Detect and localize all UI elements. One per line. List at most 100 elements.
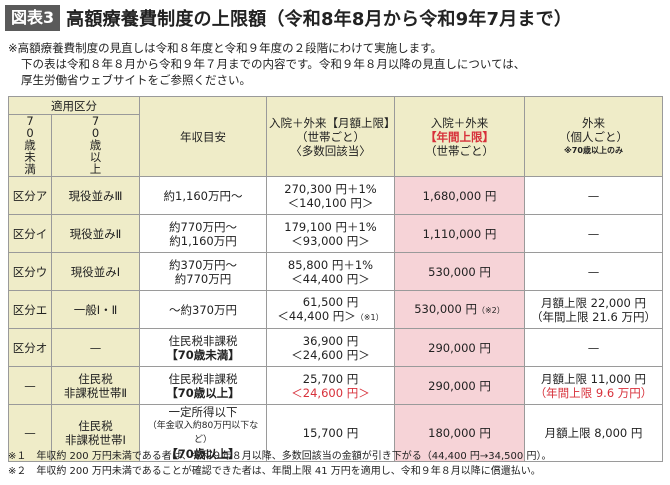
header-monthly-line2: （世帯ごと） [296, 129, 365, 144]
income-line2: （年金収入約80万円以下など） [147, 421, 259, 445]
figure-label: 図表3 [5, 5, 61, 31]
cell-outpatient: 月額上限 22,000 円 （年間上限 21.6 万円） [524, 290, 663, 329]
header-outpatient: 外来 （個人ごと） ※70歳以上のみ [524, 96, 663, 177]
intro-notes: ※高額療養費制度の見直しは令和８年度と令和９年度の２段階にわけて実施します。 下… [8, 40, 658, 88]
table-row: 区分イ 現役並みⅡ 約770万円〜 約1,160万円 179,100 円＋1% … [8, 214, 663, 253]
cell-monthly: 179,100 円＋1% ＜93,000 円＞ [266, 214, 395, 253]
cell-annual: 180,000 円 [394, 404, 525, 462]
cell-o70: 住民税 非課税世帯Ⅱ [51, 366, 140, 405]
o70-line1: 住民税 [78, 371, 113, 386]
cell-monthly: 270,300 円＋1% ＜140,100 円＞ [266, 176, 395, 215]
cell-annual: 1,110,000 円 [394, 214, 525, 253]
cell-income: 約770万円〜 約1,160万円 [139, 214, 267, 253]
cell-income: 住民税非課税 【70歳以上】 [139, 366, 267, 405]
outpatient-line2: （年間上限 9.6 万円） [534, 385, 653, 400]
monthly-line1: 25,700 円 [302, 371, 359, 386]
cell-outpatient: — [524, 214, 663, 253]
monthly-line1: 36,900 円 [302, 333, 359, 348]
note-line-3: 厚生労働省ウェブサイトをご参照ください。 [21, 73, 251, 87]
cell-o70: 現役並みⅢ [51, 176, 140, 215]
cell-u70: 区分ア [8, 176, 52, 215]
monthly-line2: ＜93,000 円＞ [291, 233, 370, 248]
cell-monthly: 85,800 円＋1% ＜44,400 円＞ [266, 252, 395, 291]
income-line1: 一定所得以下 [168, 405, 238, 419]
income-line2: 約1,160万円 [169, 233, 237, 248]
income-line2: 【70歳未満】 [166, 347, 240, 362]
header-annual-line1: 入院＋外来【年間上限】 [425, 115, 494, 144]
o70-line2: 非課税世帯Ⅱ [63, 385, 128, 400]
monthly-line1: 85,800 円＋1% [287, 257, 374, 272]
header-outpatient-line1: 外来 [582, 115, 605, 130]
note-line-1: ※高額療養費制度の見直しは令和８年度と令和９年度の２段階にわけて実施します。 [8, 41, 442, 55]
monthly-line1: 61,500 円 [302, 294, 359, 309]
cell-monthly: 25,700 円 ＜24,600 円＞ [266, 366, 395, 405]
monthly-line1: 179,100 円＋1% [284, 219, 377, 234]
header-outpatient-line2: （個人ごと） [559, 129, 628, 144]
cell-annual: 530,000 円 [394, 252, 525, 291]
monthly-line2: ＜24,600 円＞ [291, 347, 370, 362]
cell-annual: 290,000 円 [394, 328, 525, 367]
header-monthly-limit: 入院＋外来【月額上限】 （世帯ごと） 〈多数回該当〉 [266, 96, 396, 177]
cell-outpatient: 月額上限 8,000 円 [524, 404, 663, 462]
cell-monthly: 36,900 円 ＜24,600 円＞ [266, 328, 395, 367]
table-row: — 住民税 非課税世帯Ⅰ 一定所得以下 （年金収入約80万円以下など） 【70歳… [8, 404, 663, 462]
cell-outpatient: — [524, 252, 663, 291]
income-line1: 約770万円〜 [169, 219, 237, 234]
cell-o70: — [51, 328, 140, 367]
income-line2: 【70歳以上】 [166, 385, 240, 400]
footnote-2: ※２ 年収約 200 万円未満であることが確認できた者は、年間上限 41 万円を… [8, 466, 541, 477]
cell-u70: — [8, 404, 52, 462]
table-row: 区分ウ 現役並みⅠ 約370万円〜 約770万円 85,800 円＋1% ＜44… [8, 252, 663, 291]
header-income: 年収目安 [139, 96, 267, 177]
header-annual-limit: 入院＋外来【年間上限】 （世帯ごと） [394, 96, 525, 177]
header-over-70: 70歳以上 [51, 114, 140, 177]
limit-table: 適用区分 年収目安 入院＋外来【月額上限】 （世帯ごと） 〈多数回該当〉 入院＋… [8, 96, 663, 462]
cell-outpatient: 月額上限 11,000 円 （年間上限 9.6 万円） [524, 366, 663, 405]
footnotes: ※１ 年収約 200 万円未満である者は、令和９年８月以降、多数回該当の金額が引… [8, 449, 664, 479]
o70-line2: 非課税世帯Ⅰ [65, 433, 126, 447]
outpatient-line2: （年間上限 21.6 万円） [531, 309, 656, 324]
cell-o70: 一般Ⅰ・Ⅱ [51, 290, 140, 329]
monthly-line2: ＜140,100 円＞ [287, 195, 374, 210]
cell-o70: 現役並みⅠ [51, 252, 140, 291]
monthly-line2: ＜44,400 円＞（※1） [277, 308, 384, 323]
monthly-line2: ＜24,600 円＞ [291, 385, 370, 400]
income-line1: 約370万円〜 [169, 257, 237, 272]
cell-o70: 現役並みⅡ [51, 214, 140, 253]
income-line3: 【70歳以上】 [166, 447, 240, 461]
income-line1: 住民税非課税 [168, 333, 238, 348]
header-monthly-line1: 入院＋外来【月額上限】 [269, 115, 396, 130]
header-under-70: 70歳未満 [8, 114, 52, 177]
cell-annual: 290,000 円 [394, 366, 525, 405]
monthly-line2: ＜44,400 円＞ [291, 271, 370, 286]
cell-monthly: 61,500 円 ＜44,400 円＞（※1） [266, 290, 395, 329]
o70-line1: 住民税 [78, 419, 113, 433]
cell-income: 〜約370万円 [139, 290, 267, 329]
page-title: 高額療養費制度の上限額（令和8年8月から令和9年7月まで） [66, 9, 573, 30]
cell-outpatient: — [524, 328, 663, 367]
monthly-line1: 270,300 円＋1% [284, 181, 377, 196]
cell-annual: 530,000 円（※2） [394, 290, 525, 329]
cell-income: 住民税非課税 【70歳未満】 [139, 328, 267, 367]
table-row: — 住民税 非課税世帯Ⅱ 住民税非課税 【70歳以上】 25,700 円 ＜24… [8, 366, 663, 405]
cell-u70: — [8, 366, 52, 405]
footnote-1: ※１ 年収約 200 万円未満である者は、令和９年８月以降、多数回該当の金額が引… [8, 451, 552, 462]
annual-limit-label: 【年間上限】 [425, 129, 494, 144]
cell-income: 約370万円〜 約770万円 [139, 252, 267, 291]
footnote-ref-1: （※1） [355, 312, 384, 322]
cell-u70: 区分エ [8, 290, 52, 329]
header-outpatient-note: ※70歳以上のみ [564, 145, 623, 155]
title-row: 図表3 高額療養費制度の上限額（令和8年8月から令和9年7月まで） [5, 3, 572, 33]
cell-monthly: 15,700 円 [266, 404, 395, 462]
table-row: 区分ア 現役並みⅢ 約1,160万円〜 270,300 円＋1% ＜140,10… [8, 176, 663, 215]
table-row: 区分オ — 住民税非課税 【70歳未満】 36,900 円 ＜24,600 円＞… [8, 328, 663, 367]
header-monthly-line3: 〈多数回該当〉 [290, 143, 371, 158]
table-row: 区分エ 一般Ⅰ・Ⅱ 〜約370万円 61,500 円 ＜44,400 円＞（※1… [8, 290, 663, 329]
header-applicable-category: 適用区分 [8, 96, 140, 115]
cell-annual: 1,680,000 円 [394, 176, 525, 215]
cell-income: 約1,160万円〜 [139, 176, 267, 215]
header-annual-line2: （世帯ごと） [425, 143, 494, 158]
income-line2: 約770万円 [174, 271, 232, 286]
income-line1: 住民税非課税 [168, 371, 238, 386]
note-line-2: 下の表は令和８年８月から令和９年７月までの内容です。令和９年８月以降の見直しにつ… [21, 57, 526, 71]
